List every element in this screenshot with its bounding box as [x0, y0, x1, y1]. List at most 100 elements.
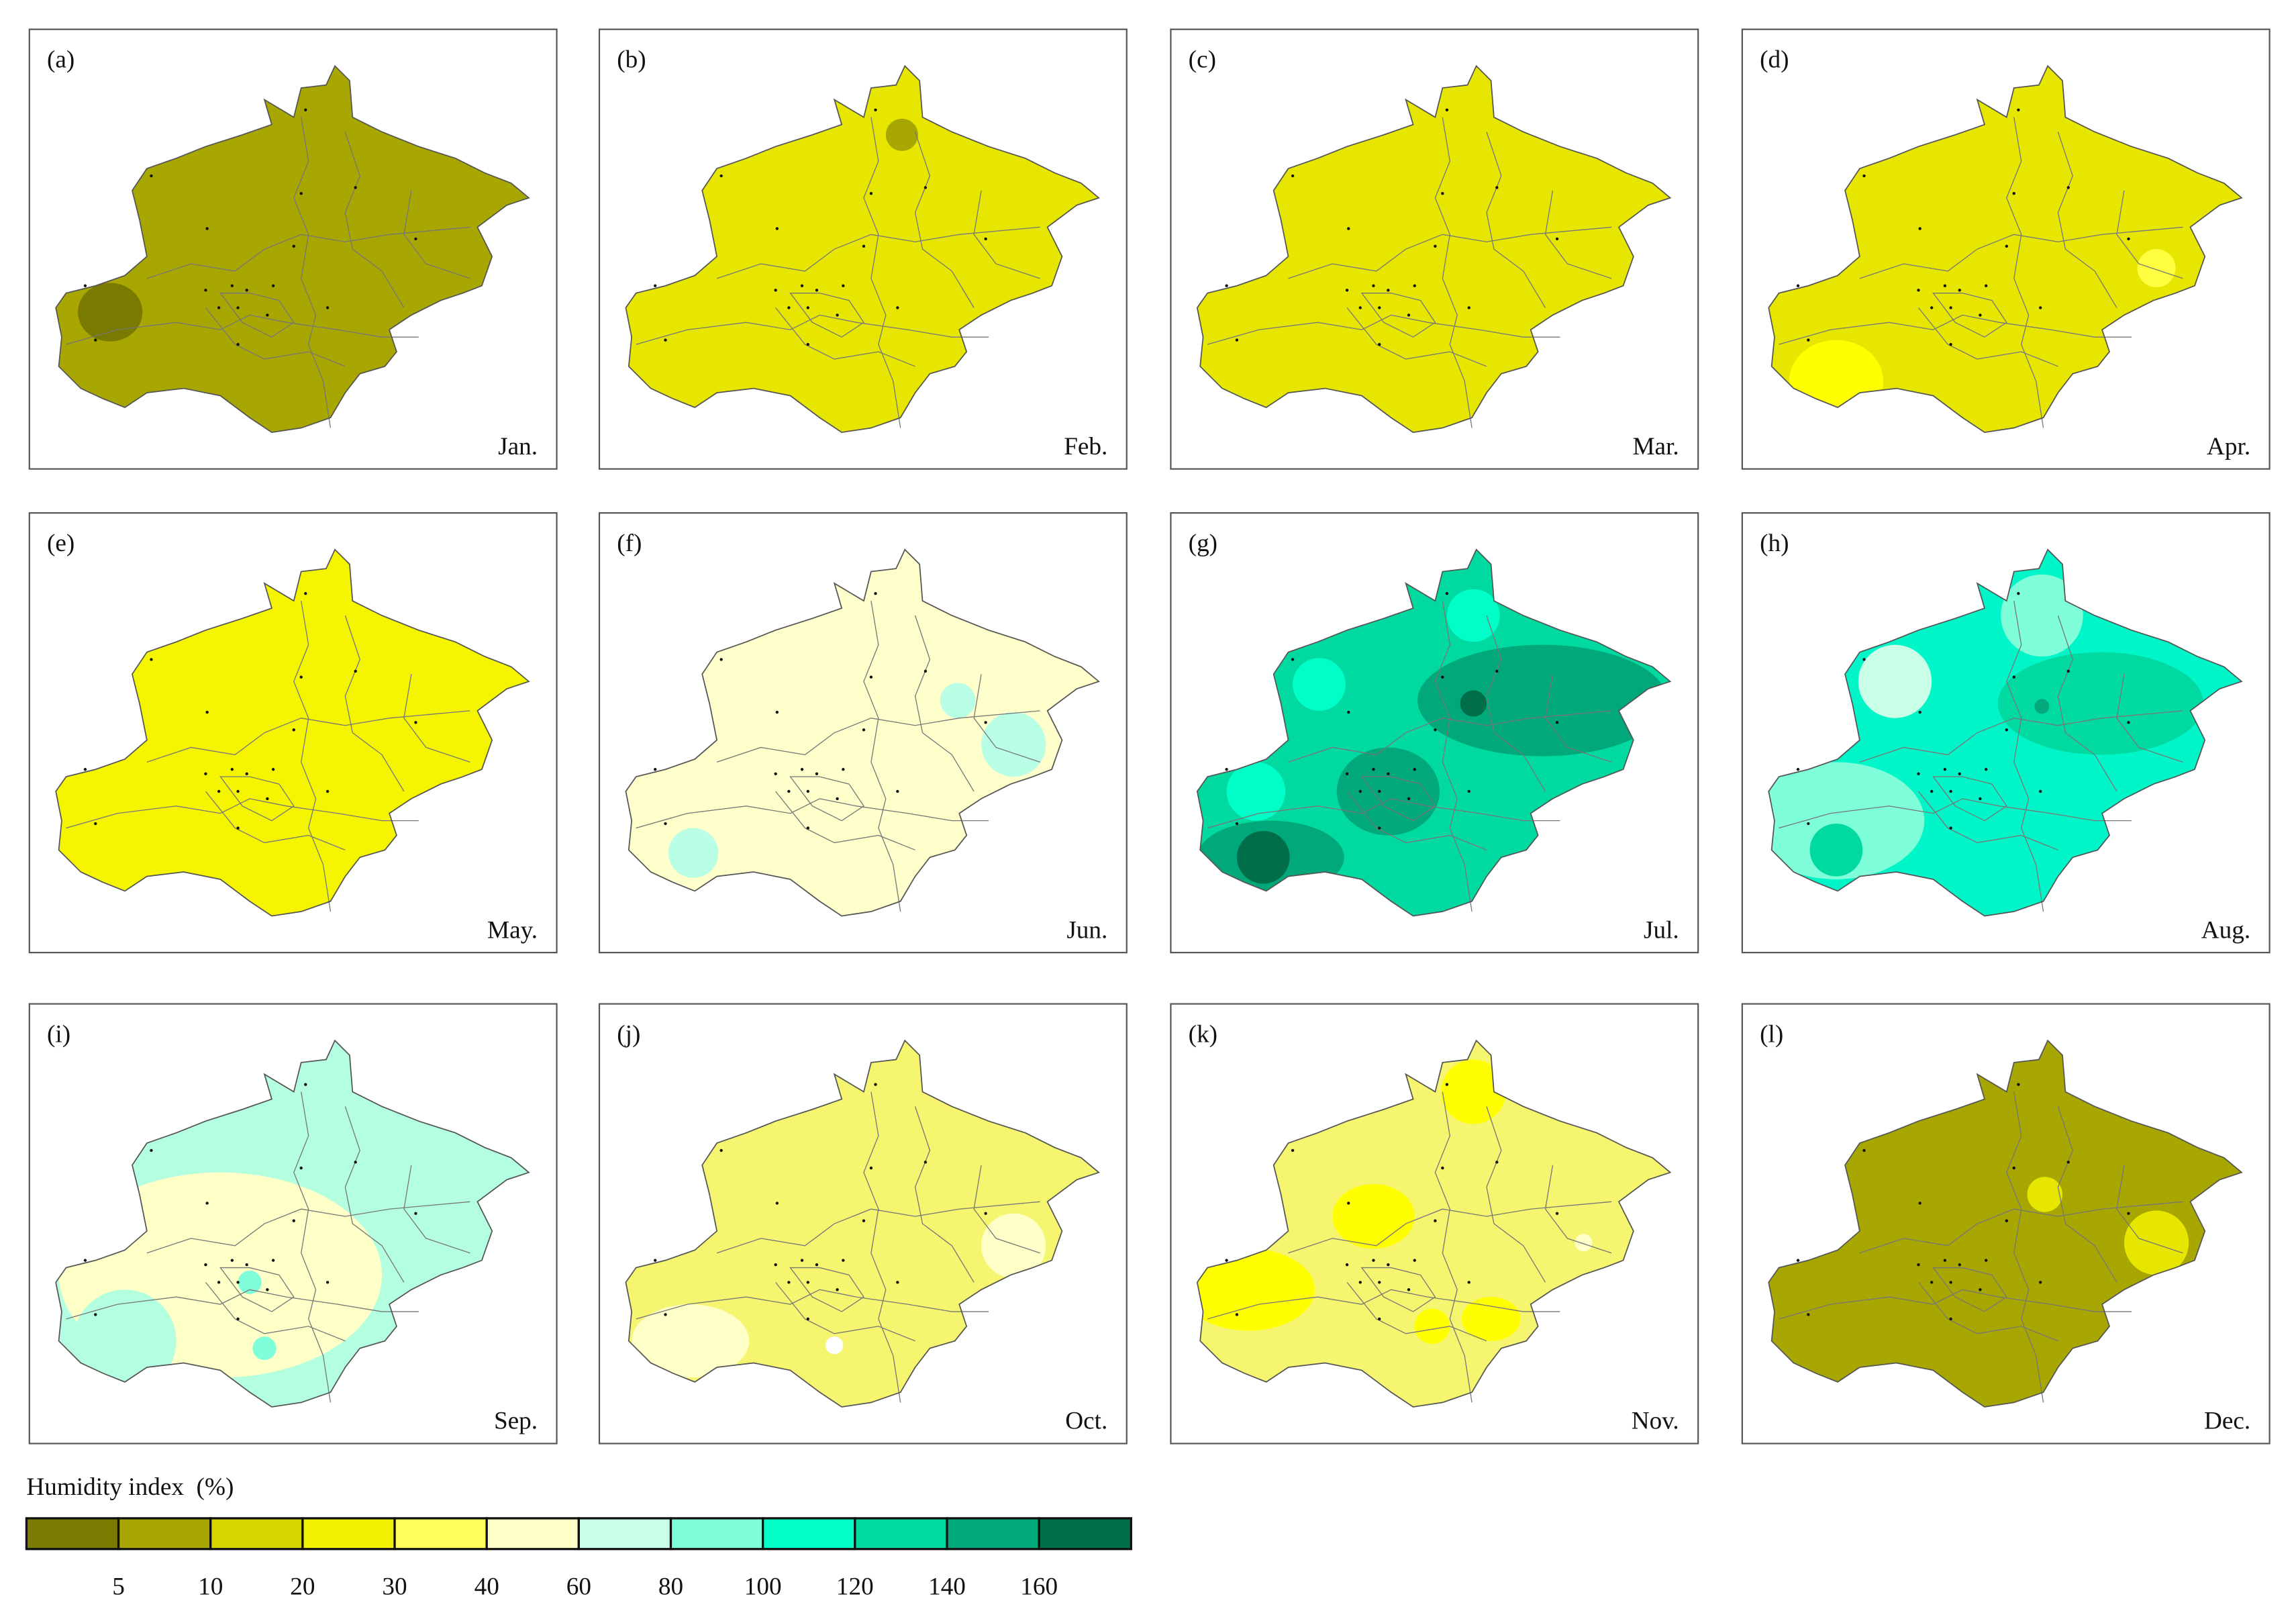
- station: [236, 789, 240, 793]
- district-border: [863, 1091, 901, 1403]
- legend-label: 80: [658, 1573, 683, 1600]
- contour-zone: [940, 683, 976, 718]
- station: [862, 1219, 866, 1222]
- contour-zone: [1768, 762, 1925, 879]
- station: [2066, 1161, 2070, 1164]
- station: [1434, 1219, 1437, 1222]
- station: [271, 284, 275, 287]
- station: [204, 1263, 207, 1267]
- legend-swatch: [946, 1517, 1040, 1551]
- month-label: Oct.: [1065, 1408, 1107, 1435]
- station: [774, 1263, 777, 1267]
- station: [1467, 1281, 1470, 1284]
- district-border: [2057, 615, 2117, 792]
- station: [236, 342, 240, 346]
- station: [1347, 1202, 1350, 1205]
- station: [326, 1281, 330, 1284]
- station: [1979, 797, 1982, 801]
- district-border: [293, 601, 332, 912]
- district-border: [1434, 117, 1473, 428]
- station: [862, 244, 866, 248]
- station: [150, 174, 153, 178]
- contour-layer: [2027, 1177, 2189, 1275]
- contour-zone: [1236, 830, 1290, 884]
- region: [56, 549, 529, 916]
- panel-label: (j): [617, 1020, 640, 1048]
- station: [1467, 789, 1470, 793]
- station: [1949, 342, 1952, 346]
- station: [204, 772, 207, 775]
- district-border: [1288, 1201, 1612, 1254]
- district-border: [636, 314, 989, 345]
- station: [836, 797, 839, 801]
- station: [896, 789, 899, 793]
- legend-swatch: [117, 1517, 212, 1551]
- station: [1917, 289, 1920, 292]
- district-border: [914, 132, 975, 308]
- district-border: [973, 190, 1040, 279]
- contour-layer: [1197, 1059, 1593, 1344]
- contour-zone: [1226, 762, 1286, 821]
- district-border: [293, 117, 332, 428]
- station: [1358, 306, 1362, 309]
- district-border: [219, 293, 295, 338]
- station: [1387, 289, 1390, 292]
- station: [1387, 772, 1390, 775]
- station: [1943, 284, 1947, 287]
- station: [664, 822, 667, 826]
- station: [1235, 338, 1239, 342]
- station: [1796, 768, 1800, 771]
- district-border: [863, 601, 901, 912]
- contour-layer: [78, 283, 143, 342]
- district-border: [1486, 1106, 1546, 1283]
- station: [1445, 1083, 1449, 1086]
- station: [1434, 728, 1437, 732]
- station: [1378, 306, 1381, 309]
- station: [1225, 1259, 1228, 1262]
- station: [292, 1219, 295, 1222]
- map-panel: (h) Aug.: [1741, 512, 2270, 954]
- station: [230, 284, 234, 287]
- district-border: [1486, 615, 1546, 792]
- station: [236, 306, 240, 309]
- station: [2012, 192, 2015, 195]
- station: [836, 1288, 839, 1291]
- district-border: [1932, 1267, 2007, 1312]
- legend-label: 10: [198, 1573, 223, 1600]
- station: [1441, 1166, 1444, 1170]
- station: [806, 826, 809, 830]
- district-border: [636, 1289, 989, 1320]
- map-panel: (l) Dec.: [1741, 1003, 2270, 1445]
- station: [299, 1166, 303, 1170]
- station: [205, 1202, 209, 1205]
- region-border: [1196, 548, 1672, 917]
- district-border: [344, 132, 405, 308]
- contour-zone: [981, 1213, 1046, 1278]
- district-border: [1207, 1289, 1560, 1320]
- map-panel: (k) Nov.: [1170, 1003, 1699, 1445]
- station: [1555, 237, 1559, 241]
- station: [1225, 284, 1228, 287]
- district-border: [716, 226, 1040, 279]
- station: [869, 1166, 873, 1170]
- district-border: [146, 1201, 470, 1254]
- station: [815, 289, 819, 292]
- station: [1958, 772, 1961, 775]
- district-border: [344, 615, 405, 792]
- station: [236, 1281, 240, 1284]
- station: [664, 338, 667, 342]
- station: [984, 1212, 987, 1215]
- station: [1555, 1212, 1559, 1215]
- district-border: [66, 314, 419, 345]
- station: [787, 789, 791, 793]
- station: [266, 1288, 269, 1291]
- station: [2017, 1083, 2020, 1086]
- station: [1949, 1281, 1952, 1284]
- district-border: [66, 1289, 419, 1320]
- contour-layer: [1768, 574, 2204, 879]
- station: [836, 313, 839, 317]
- month-label: Mar.: [1632, 433, 1679, 460]
- station: [1917, 772, 1920, 775]
- station: [2005, 1219, 2009, 1222]
